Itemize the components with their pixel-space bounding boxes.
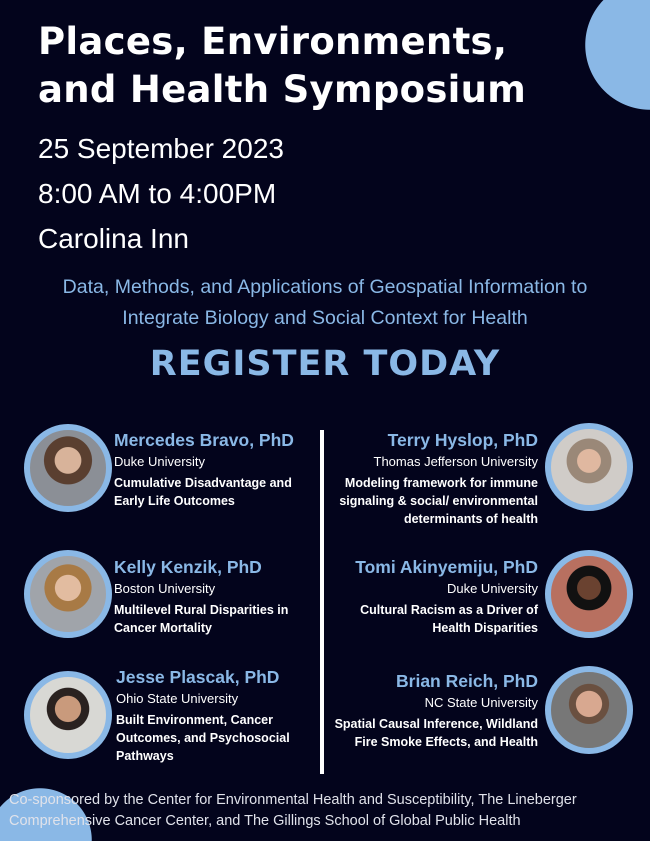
speaker-hyslop: Terry Hyslop, PhD Thomas Jefferson Unive… (330, 428, 538, 528)
footer-line: Comprehensive Cancer Center, and The Gil… (9, 813, 521, 829)
speaker-photo-plascak (24, 671, 112, 759)
speaker-topic: Modeling framework for immune signaling … (339, 476, 538, 526)
speaker-affiliation: Duke University (446, 581, 538, 596)
speaker-photo-hyslop (545, 423, 633, 511)
subtitle-line: Data, Methods, and Applications of Geosp… (62, 276, 588, 298)
event-venue: Carolina Inn (38, 223, 189, 254)
speaker-photo-akinyemiju (545, 550, 633, 638)
subtitle-line: Integrate Biology and Social Context for… (122, 307, 528, 329)
speaker-affiliation: NC State University (424, 695, 538, 710)
speaker-topic: Cumulative Disadvantage and Early Life O… (114, 476, 292, 508)
title-line: and Health Symposium (38, 68, 527, 111)
speaker-name: Kelly Kenzik, PhD (114, 557, 262, 577)
title-line: Places, Environments, (38, 20, 508, 63)
speaker-name: Jesse Plascak, PhD (116, 667, 280, 687)
speaker-topic: Multilevel Rural Disparities in Cancer M… (114, 603, 289, 635)
speaker-name: Terry Hyslop, PhD (387, 430, 538, 450)
speaker-akinyemiju: Tomi Akinyemiju, PhD Duke University Cul… (330, 555, 538, 637)
speaker-name: Mercedes Bravo, PhD (114, 430, 294, 450)
co-sponsors: Co-sponsored by the Center for Environme… (9, 790, 645, 832)
footer-line: Co-sponsored by the Center for Environme… (9, 792, 577, 808)
speaker-affiliation: Boston University (114, 581, 216, 596)
speaker-plascak: Jesse Plascak, PhD Ohio State University… (116, 665, 316, 765)
event-date: 25 September 2023 (38, 133, 284, 164)
decorative-circle-bottom-left (0, 785, 92, 841)
speaker-reich: Brian Reich, PhD NC State University Spa… (330, 669, 538, 751)
speaker-kenzik: Kelly Kenzik, PhD Boston University Mult… (114, 555, 314, 637)
column-divider (320, 430, 324, 774)
speaker-affiliation: Thomas Jefferson University (373, 454, 539, 469)
speaker-bravo: Mercedes Bravo, PhD Duke University Cumu… (114, 428, 314, 510)
speaker-name: Tomi Akinyemiju, PhD (355, 557, 538, 577)
speaker-topic: Built Environment, Cancer Outcomes, and … (116, 713, 290, 763)
speaker-photo-kenzik (24, 550, 112, 638)
speaker-affiliation: Ohio State University (116, 691, 239, 706)
speaker-name: Brian Reich, PhD (396, 671, 538, 691)
register-today-heading[interactable]: REGISTER TODAY (149, 344, 501, 384)
speaker-affiliation: Duke University (114, 454, 206, 469)
decorative-circle-top-right (585, 0, 650, 110)
speaker-photo-reich (545, 666, 633, 754)
event-title: Places, Environments, and Health Symposi… (38, 18, 526, 114)
speaker-topic: Spatial Causal Inference, Wildland Fire … (334, 717, 538, 749)
event-time: 8:00 AM to 4:00PM (38, 178, 277, 209)
speaker-photo-bravo (24, 424, 112, 512)
event-subtitle: Data, Methods, and Applications of Geosp… (0, 272, 650, 334)
speaker-topic: Cultural Racism as a Driver of Health Di… (360, 603, 538, 635)
